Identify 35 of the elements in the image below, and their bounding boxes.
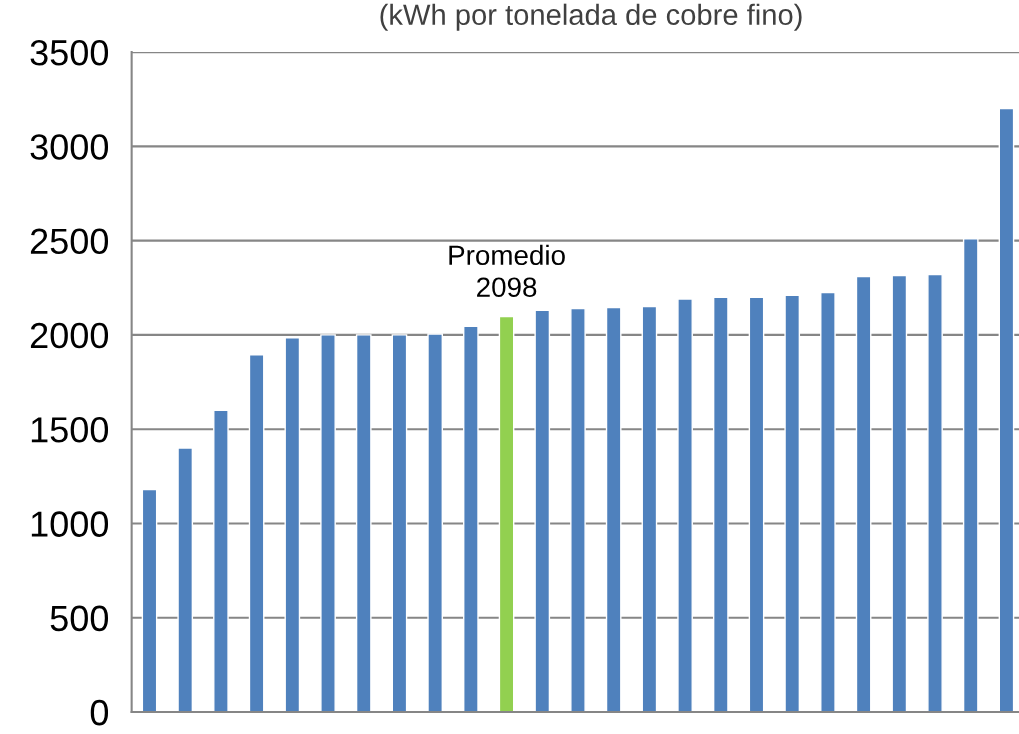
- bar: [891, 274, 908, 712]
- bar: [677, 298, 693, 712]
- bar: [213, 409, 229, 712]
- bar: [927, 273, 943, 712]
- bar: [605, 306, 622, 712]
- y-tick-label: 2000: [30, 322, 109, 349]
- bar: [320, 334, 336, 712]
- y-tick-label: 1500: [31, 417, 109, 443]
- bar: [570, 307, 586, 712]
- y-tick-label: 1000: [31, 511, 109, 537]
- bar: [712, 296, 729, 712]
- y-tick-label: 2500: [30, 228, 109, 255]
- bar: [748, 296, 765, 712]
- bar: [391, 334, 408, 712]
- bar: [962, 238, 979, 712]
- bar: [177, 447, 194, 712]
- bar: [855, 275, 872, 712]
- y-tick-label: 3000: [30, 134, 109, 160]
- bar: [641, 305, 658, 712]
- bar: [463, 325, 479, 712]
- bar: [248, 354, 265, 712]
- bar: [284, 337, 301, 712]
- chart-title: (kWh por tonelada de cobre fino): [380, 3, 802, 31]
- bar: [141, 488, 158, 712]
- bar: [427, 333, 443, 712]
- data-label: Promedio 2098: [449, 244, 565, 298]
- y-tick-label: 0: [90, 699, 109, 726]
- bar: [355, 334, 372, 712]
- bar: [998, 107, 1015, 712]
- bar: [498, 315, 515, 712]
- y-tick-label: 500: [50, 605, 109, 632]
- bar: [534, 309, 551, 712]
- bar: [820, 291, 836, 712]
- y-tick-label: 3500: [30, 39, 109, 66]
- bar: [784, 294, 801, 712]
